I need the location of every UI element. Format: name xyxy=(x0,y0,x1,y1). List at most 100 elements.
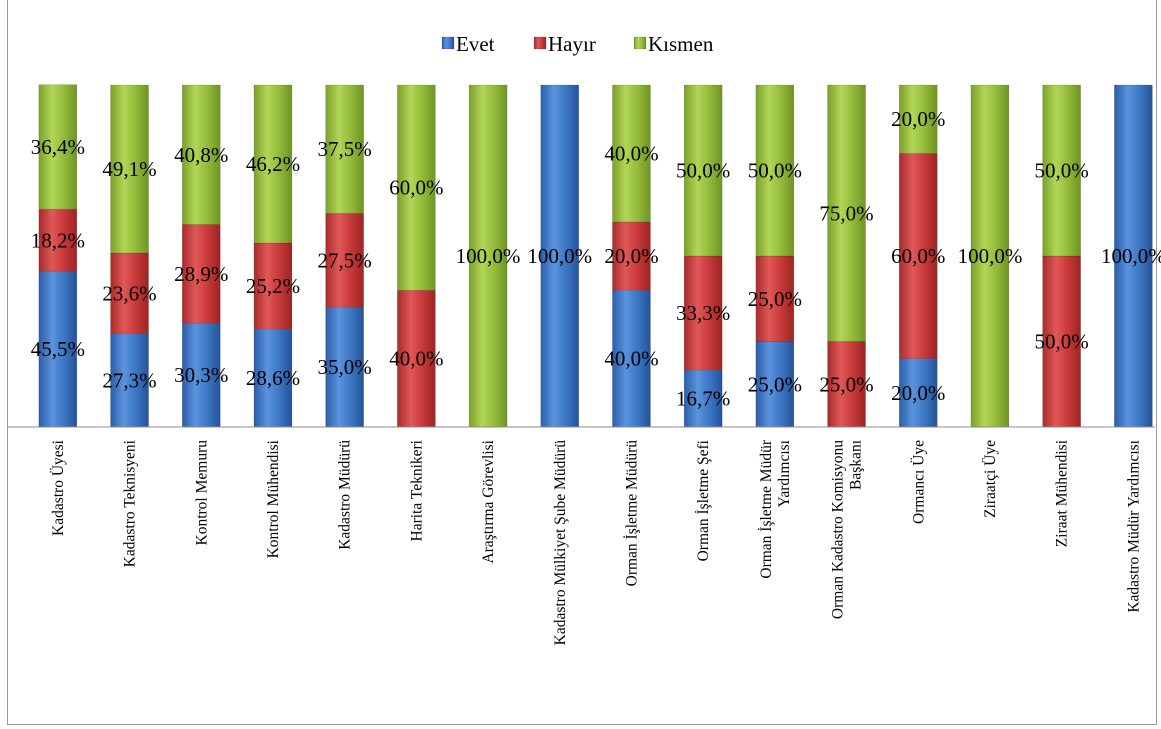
bar-kısmen-9 xyxy=(612,84,651,223)
data-label-kısmen-4: 46,2% xyxy=(246,152,300,176)
category-label-3: Kontrol Memuru xyxy=(193,440,210,546)
data-label-kısmen-13: 20,0% xyxy=(891,107,945,131)
data-label-evet-10: 16,7% xyxy=(676,386,730,410)
bar-evet-3 xyxy=(181,323,221,428)
data-label-hayır-3: 28,9% xyxy=(174,262,228,286)
bar-hayır-2 xyxy=(110,252,149,334)
legend-swatch-hayır xyxy=(533,36,547,50)
bar-hayır-15 xyxy=(1042,255,1081,428)
data-label-hayır-4: 25,2% xyxy=(246,274,300,298)
category-label-4: Kontrol Mühendisi xyxy=(265,439,282,558)
data-label-kısmen-5: 37,5% xyxy=(318,137,372,161)
category-label-13: Ormancı Üye xyxy=(910,440,927,524)
category-label-line: Kadastro Teknisyeni xyxy=(122,439,139,567)
bar-kısmen-7 xyxy=(468,84,508,428)
data-label-hayır-1: 18,2% xyxy=(31,228,85,252)
category-label-6: Harita Teknikeri xyxy=(408,439,425,541)
category-label-line: Kadastro Müdürü xyxy=(337,440,354,550)
chart-frame xyxy=(7,0,1157,725)
bar-hayır-4 xyxy=(253,242,293,330)
legend-swatch-evet xyxy=(441,36,455,50)
bar-hayır-13 xyxy=(898,153,938,359)
legend: Evet Hayır Kısmen xyxy=(441,32,714,56)
bar-kısmen-5 xyxy=(325,84,364,214)
bar-kısmen-14 xyxy=(970,84,1010,428)
bar-kısmen-4 xyxy=(253,84,293,244)
bar-hayır-3 xyxy=(181,224,221,324)
data-label-hayır-6: 40,0% xyxy=(389,347,443,371)
legend-label-evet: Evet xyxy=(456,32,495,56)
data-label-evet-11: 25,0% xyxy=(748,372,802,396)
bar-evet-11 xyxy=(755,341,795,428)
category-label-line: Kadastro Mülkiyet Şube Müdürü xyxy=(552,440,569,646)
bar-kısmen-12 xyxy=(827,84,866,342)
data-label-hayır-9: 20,0% xyxy=(604,244,658,268)
category-label-line: Orman Kadastro Komisyonu xyxy=(830,440,847,619)
category-label-line: Kadastro Müdür Yardımcısı xyxy=(1125,439,1142,612)
data-label-kısmen-2: 49,1% xyxy=(102,157,156,181)
data-label-hayır-13: 60,0% xyxy=(891,244,945,268)
data-label-kısmen-9: 40,0% xyxy=(604,141,658,165)
bar-evet-2 xyxy=(110,333,149,428)
bar-evet-13 xyxy=(898,358,938,428)
category-label-line: Orman İşletme Şefi xyxy=(695,439,712,561)
category-label-7: Araştırma Görevlisi xyxy=(480,439,497,563)
bar-evet-10 xyxy=(683,369,723,428)
category-label-1: Kadastro Üyesi xyxy=(50,439,67,536)
category-label-2: Kadastro Teknisyeni xyxy=(122,439,139,567)
data-label-kısmen-7: 100,0% xyxy=(456,244,521,268)
data-label-evet-4: 28,6% xyxy=(246,366,300,390)
bar-hayır-1 xyxy=(38,208,78,272)
data-label-evet-1: 45,5% xyxy=(31,337,85,361)
category-label-line: Ziraatçi Üye xyxy=(982,440,999,518)
bar-hayır-5 xyxy=(325,212,364,308)
legend-swatch-kısmen xyxy=(633,36,647,50)
category-label-line: Harita Teknikeri xyxy=(408,439,425,541)
data-label-hayır-10: 33,3% xyxy=(676,301,730,325)
category-label-line: Ziraat Mühendisi xyxy=(1054,439,1071,547)
bar-hayır-11 xyxy=(755,255,795,342)
data-label-kısmen-11: 50,0% xyxy=(748,159,802,183)
data-label-kısmen-15: 50,0% xyxy=(1035,159,1089,183)
data-label-evet-13: 20,0% xyxy=(891,381,945,405)
category-label-14: Ziraatçi Üye xyxy=(982,440,999,518)
category-label-line: Orman İşletme Müdür xyxy=(758,439,775,578)
bar-hayır-12 xyxy=(827,341,866,428)
category-label-15: Ziraat Mühendisi xyxy=(1054,439,1071,547)
bar-kısmen-11 xyxy=(755,84,795,257)
bar-kısmen-1 xyxy=(38,84,78,210)
data-label-kısmen-6: 60,0% xyxy=(389,176,443,200)
bar-kısmen-13 xyxy=(898,84,938,154)
data-label-kısmen-14: 100,0% xyxy=(958,244,1023,268)
data-label-evet-3: 30,3% xyxy=(174,363,228,387)
data-label-evet-16: 100,0% xyxy=(1101,244,1161,268)
category-labels-group: Kadastro Üyesi Kadastro Teknisyeni Kontrol… xyxy=(50,439,1142,646)
category-label-line: Kadastro Üyesi xyxy=(50,439,67,536)
data-label-hayır-11: 25,0% xyxy=(748,287,802,311)
bar-evet-4 xyxy=(253,328,293,428)
category-label-16: Kadastro Müdür Yardımcısı xyxy=(1125,439,1142,612)
category-label-line: Kontrol Memuru xyxy=(193,440,210,546)
category-label-10: Orman İşletme Şefi xyxy=(695,439,712,561)
category-label-line: Yardımcısı xyxy=(776,439,793,507)
bar-kısmen-10 xyxy=(683,84,723,257)
data-label-evet-8: 100,0% xyxy=(527,244,592,268)
data-label-kısmen-12: 75,0% xyxy=(819,201,873,225)
category-label-8: Kadastro Mülkiyet Şube Müdürü xyxy=(552,440,569,646)
data-label-hayır-12: 25,0% xyxy=(819,372,873,396)
data-label-evet-5: 35,0% xyxy=(318,355,372,379)
category-label-5: Kadastro Müdürü xyxy=(337,440,354,550)
legend-label-kısmen: Kısmen xyxy=(648,32,714,56)
category-label-line: Başkanı xyxy=(848,439,865,490)
bars-group xyxy=(38,84,1153,428)
data-label-hayır-15: 50,0% xyxy=(1035,330,1089,354)
bar-hayır-9 xyxy=(612,221,651,291)
bar-hayır-10 xyxy=(683,255,723,371)
category-label-11: Orman İşletme Müdür Yardımcısı xyxy=(758,439,793,578)
category-label-line: Araştırma Görevlisi xyxy=(480,439,497,563)
data-label-evet-9: 40,0% xyxy=(604,347,658,371)
data-labels-group: 45,5% 18,2% 36,4% 27,3% 23,6% 49,1% 30,3% 28,9%… xyxy=(31,107,1161,410)
bar-kısmen-3 xyxy=(181,84,221,225)
bar-evet-5 xyxy=(325,306,364,428)
